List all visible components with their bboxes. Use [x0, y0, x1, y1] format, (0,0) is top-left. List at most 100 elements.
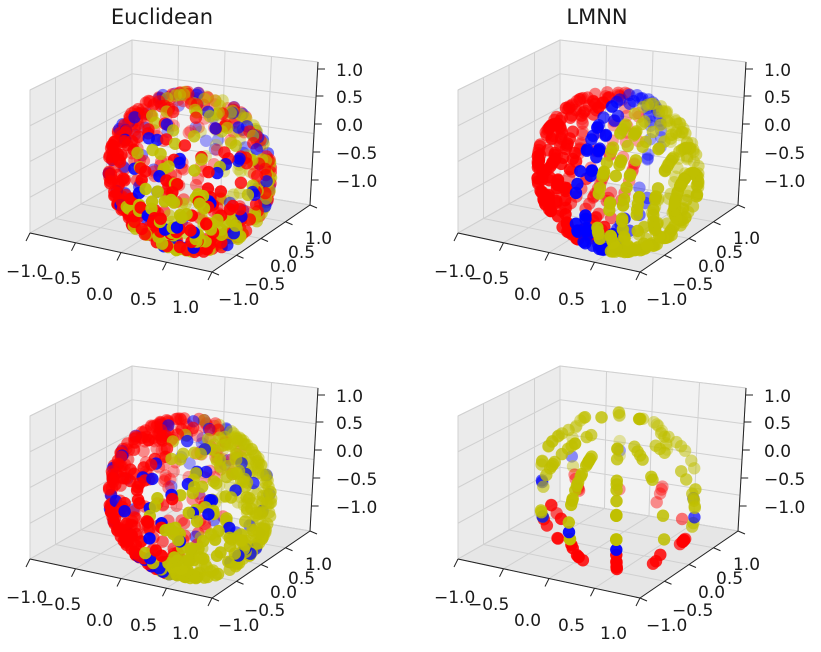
x-tick-label: −1.0: [6, 588, 47, 608]
scatter-point: [633, 181, 646, 194]
y-tick-mark: [688, 564, 697, 568]
x-tick-label: 1.0: [172, 298, 199, 318]
scatter-point: [652, 105, 666, 118]
scatter-point: [559, 184, 573, 198]
z-axis-line: [737, 387, 747, 532]
scatter-point: [246, 523, 259, 537]
x-tick-mark: [71, 568, 76, 577]
scatter-point: [595, 411, 608, 424]
x-tick-mark: [635, 597, 641, 607]
z-tick-label: 0.5: [764, 414, 791, 434]
z-axis-line: [737, 61, 747, 206]
scatter-point: [208, 143, 222, 156]
z-axis-line: [309, 61, 319, 206]
y-tick-mark: [211, 271, 220, 276]
scatter-point: [656, 509, 670, 522]
y-tick-label: −1.0: [218, 616, 259, 636]
scatter-point: [603, 204, 616, 217]
scatter-point: [142, 434, 155, 447]
scatter-point: [631, 224, 644, 238]
z-tick-label: 0.0: [336, 442, 363, 462]
x-tick-label: 0.5: [558, 290, 585, 310]
scatter-point: [188, 164, 201, 177]
scatter-point: [620, 181, 633, 194]
subplot-title: Euclidean: [111, 5, 213, 29]
y-tick-mark: [260, 564, 269, 568]
scatter-point: [137, 461, 150, 474]
scatter-point: [637, 100, 650, 114]
scatter-point: [139, 182, 152, 196]
x-tick-label: 0.0: [86, 611, 113, 631]
scatter-point: [632, 412, 646, 426]
x-tick-label: −1.0: [434, 588, 475, 608]
x-tick-label: −0.5: [40, 595, 81, 615]
x-tick-mark: [162, 262, 167, 271]
scatter-point: [200, 217, 213, 231]
scatter-point: [240, 491, 253, 504]
scatter-point: [653, 487, 667, 500]
y-tick-mark: [309, 530, 318, 535]
x-tick-label: 1.0: [600, 624, 627, 644]
subplot-submodular: 1.00.50.0−0.5−1.0−1.0−0.50.0 0.5 1.0 −1.0−0…: [434, 365, 805, 644]
scatter-point: [537, 480, 550, 493]
scatter-point: [569, 217, 583, 230]
y-tick-mark: [260, 238, 269, 242]
x-tick-mark: [453, 558, 459, 568]
scatter-point: [232, 154, 245, 168]
scatter-point: [565, 498, 578, 512]
scatter-point: [174, 413, 187, 426]
scatter-point: [250, 143, 263, 156]
scatter-point: [131, 146, 144, 160]
scatter-point: [648, 193, 662, 206]
scatter-point: [610, 543, 623, 556]
z-tick-label: 1.0: [336, 61, 363, 81]
scatter-point: [609, 169, 622, 183]
scatter-point: [260, 175, 273, 188]
x-tick-label: −1.0: [6, 262, 47, 282]
x-tick-label: −0.5: [468, 595, 509, 615]
scatter-point: [223, 531, 236, 544]
scatter-point: [170, 221, 184, 234]
scatter-point: [173, 240, 187, 254]
y-tick-label: −1.0: [218, 290, 259, 310]
scatter-point: [680, 473, 693, 486]
x-tick-label: −0.5: [468, 269, 509, 289]
z-tick-label: −0.5: [764, 144, 805, 164]
scatter-point: [654, 427, 668, 440]
y-tick-label: 0.0: [698, 257, 725, 277]
scatter-point: [166, 124, 180, 137]
scatter-point: [145, 202, 158, 215]
scatter-point: [590, 151, 603, 164]
scatter-point: [159, 469, 172, 482]
scatter-point: [186, 486, 199, 500]
scatter-point: [155, 549, 168, 562]
scatter-point: [167, 196, 181, 209]
scatter-point: [241, 188, 255, 202]
scatter-point: [647, 416, 661, 429]
scatter-point: [562, 525, 576, 539]
scatter-point: [151, 185, 164, 198]
y-tick-mark: [737, 530, 746, 535]
scatter-point: [117, 172, 130, 185]
y-tick-label: 0.0: [270, 583, 297, 603]
grid-line: [457, 107, 561, 162]
y-tick-label: −0.5: [672, 275, 713, 295]
scatter-point: [628, 107, 641, 121]
scatter-point: [127, 443, 141, 456]
scatter-point: [173, 156, 186, 170]
scatter-point: [135, 222, 148, 236]
y-tick-label: 0.5: [288, 243, 315, 263]
scatter-points: [534, 406, 702, 576]
scatter-point: [629, 154, 642, 167]
scatter-point: [203, 110, 217, 123]
x-tick-mark: [635, 271, 641, 281]
scatter-point: [564, 111, 577, 125]
scatter-point: [184, 224, 197, 237]
scatter-point: [657, 533, 671, 546]
scatter-point: [616, 212, 629, 225]
y-tick-label: 1.0: [305, 229, 332, 249]
scatter-point: [188, 446, 201, 459]
scatter-point: [222, 555, 235, 568]
scatter-point: [239, 480, 252, 493]
